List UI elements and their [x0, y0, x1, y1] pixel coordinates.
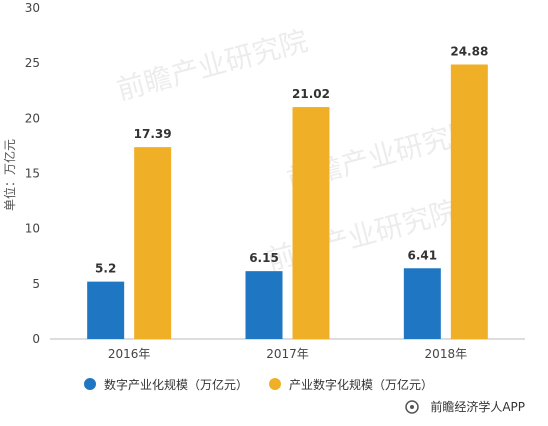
- x-tick-label: 2018年: [425, 347, 468, 361]
- y-tick-label: 20: [25, 111, 40, 125]
- bar: [87, 281, 125, 339]
- y-tick-label: 5: [32, 277, 40, 291]
- bars-group: 5.2 17.39 6.15 21.02 6.41 24.88: [87, 44, 488, 340]
- data-label: 21.02: [292, 87, 330, 101]
- y-tick-label: 15: [25, 167, 40, 181]
- data-label: 6.41: [408, 248, 438, 262]
- y-tick-label: 30: [25, 1, 40, 15]
- data-label: 6.15: [249, 251, 279, 265]
- y-tick-label: 10: [25, 222, 40, 236]
- x-axis-ticks: 2016年 2017年 2018年: [108, 347, 467, 361]
- bar: [450, 64, 488, 340]
- legend-swatch: [269, 378, 281, 390]
- source-logo-icon: [405, 400, 419, 414]
- legend-label: 数字产业化规模（万亿元）: [104, 377, 248, 392]
- bar: [292, 107, 330, 339]
- y-axis-label: 单位：万亿元: [2, 139, 17, 211]
- bar: [245, 271, 283, 339]
- x-tick-label: 2016年: [108, 347, 151, 361]
- bar: [134, 147, 172, 339]
- source-label: 前瞻经济学人APP: [430, 399, 525, 414]
- watermark-text-1: 前瞻产业研究院: [113, 24, 311, 107]
- legend-swatch: [84, 378, 96, 390]
- y-tick-label: 25: [25, 56, 40, 70]
- x-tick-label: 2017年: [266, 347, 309, 361]
- y-axis: 0 5 10 15 20 25 30: [25, 1, 40, 346]
- legend-label: 产业数字化规模（万亿元）: [289, 377, 433, 392]
- bar: [403, 268, 441, 339]
- y-tick-label: 0: [32, 332, 40, 346]
- data-label: 5.2: [95, 262, 116, 276]
- legend: 数字产业化规模（万亿元） 产业数字化规模（万亿元）: [84, 377, 433, 392]
- data-label: 17.39: [134, 127, 172, 141]
- data-label: 24.88: [450, 44, 488, 58]
